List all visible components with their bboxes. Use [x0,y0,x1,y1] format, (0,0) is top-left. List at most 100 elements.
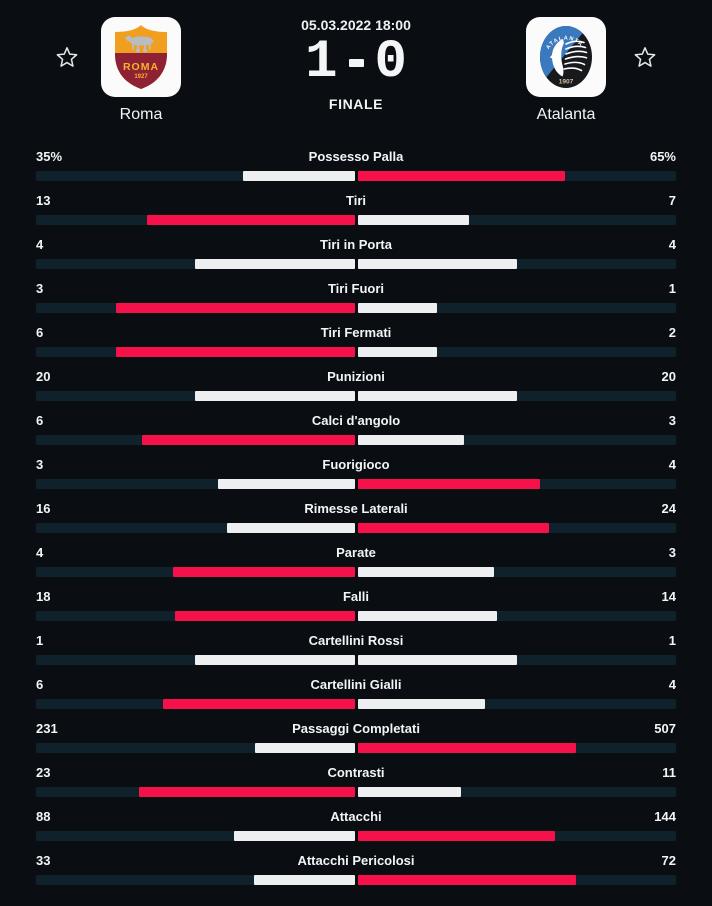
stat-label: Attacchi [330,809,382,824]
stat-row: 3 Tiri Fuori 1 [36,276,676,320]
stat-bar-divider [354,567,358,577]
stat-home-bar-area [36,523,355,533]
team-home[interactable]: ROMA 1927 Roma [81,17,201,124]
stat-label: Tiri Fermati [320,325,392,340]
stat-home-bar-area [36,347,355,357]
stat-bar-track [36,567,676,577]
stat-row: 6 Tiri Fermati 2 [36,320,676,364]
stat-bar-track [36,523,676,533]
stat-bar-divider [354,479,358,489]
roma-crest-text: ROMA [123,61,159,73]
stat-line: 88 Attacchi 144 [36,809,676,824]
stat-bar-track [36,171,676,181]
stat-away-bar [357,655,517,665]
stat-label: Tiri [346,193,366,208]
stat-home-value: 1 [36,633,44,648]
stat-row: 4 Tiri in Porta 4 [36,232,676,276]
stat-home-bar-area [36,435,355,445]
stat-row: 3 Fuorigioco 4 [36,452,676,496]
stat-line: 20 Punizioni 20 [36,369,676,384]
stat-away-value: 11 [662,765,676,780]
stat-home-bar-area [36,699,355,709]
stat-away-bar-area [357,875,677,885]
stat-home-bar [195,391,355,401]
stat-home-bar [172,567,355,577]
stat-home-value: 6 [36,413,44,428]
stat-bar-track [36,435,676,445]
stat-home-bar-area [36,303,355,313]
stat-away-bar [357,215,469,225]
stat-home-value: 3 [36,281,44,296]
stat-away-bar-area [357,655,677,665]
stat-away-value: 4 [668,677,676,692]
stat-label: Cartellini Rossi [308,633,404,648]
stat-away-value: 24 [661,501,676,516]
stat-home-bar [254,743,355,753]
stat-home-bar-area [36,611,355,621]
stat-home-value: 6 [36,325,44,340]
stat-label: Calci d'angolo [311,413,401,428]
score-separator: - [348,59,364,67]
stat-away-bar [357,347,438,357]
stat-away-bar-area [357,567,677,577]
stat-home-value: 13 [36,193,51,208]
stat-away-bar-area [357,435,677,445]
roma-crest-year: 1927 [134,74,148,80]
stat-home-bar-area [36,259,355,269]
atalanta-profile-icon [549,39,588,77]
favorite-away-button[interactable] [632,45,658,71]
stat-away-value: 2 [668,325,676,340]
stat-away-bar [357,611,497,621]
stat-bar-divider [354,215,358,225]
stat-away-bar [357,743,577,753]
atalanta-crest-year: 1907 [559,79,574,86]
roma-wolf-icon [124,35,154,53]
stat-home-bar [175,611,355,621]
stat-home-bar [227,523,355,533]
stat-label: Attacchi Pericolosi [297,853,415,868]
stat-home-bar [163,699,355,709]
roma-crest-icon: ROMA 1927 [115,25,167,89]
stat-line: 3 Tiri Fuori 1 [36,281,676,296]
stat-label: Falli [342,589,369,604]
stat-line: 1 Cartellini Rossi 1 [36,633,676,648]
stat-away-bar-area [357,787,677,797]
stat-line: 18 Falli 14 [36,589,676,604]
score: 1 - 0 [206,34,506,92]
stat-home-bar-area [36,831,355,841]
stat-away-bar-area [357,215,677,225]
stat-bar-track [36,875,676,885]
stat-home-bar-area [36,391,355,401]
stat-label: Cartellini Gialli [310,677,402,692]
stat-away-value: 4 [668,457,676,472]
stat-away-bar-area [357,743,677,753]
stat-line: 33 Attacchi Pericolosi 72 [36,853,676,868]
stat-away-bar-area [357,171,677,181]
stat-bar-divider [354,787,358,797]
stat-row: 23 Contrasti 11 [36,760,676,804]
stat-line: 4 Tiri in Porta 4 [36,237,676,252]
stat-bar-track [36,787,676,797]
stat-away-bar [357,787,461,797]
favorite-home-button[interactable] [54,45,80,71]
stat-bar-track [36,347,676,357]
team-away[interactable]: ATALANTA 1907 Atalanta [506,17,626,124]
star-outline-icon [634,47,656,67]
stat-label: Tiri in Porta [320,237,392,252]
stat-bar-track [36,215,676,225]
stat-row: 20 Punizioni 20 [36,364,676,408]
stat-home-value: 88 [36,809,51,824]
stat-label: Tiri Fuori [327,281,385,296]
stat-away-bar [357,435,464,445]
stat-bar-track [36,611,676,621]
match-status: FINALE [328,96,384,112]
stat-away-bar [357,875,576,885]
stat-label: Contrasti [327,765,385,780]
stat-home-bar-area [36,171,355,181]
stat-label: Parate [336,545,376,560]
score-block: 05.03.2022 18:00 1 - 0 FINALE [206,0,506,112]
stat-row: 16 Rimesse Laterali 24 [36,496,676,540]
stat-away-value: 4 [668,237,676,252]
stat-home-bar [233,831,355,841]
stat-bar-divider [354,523,358,533]
